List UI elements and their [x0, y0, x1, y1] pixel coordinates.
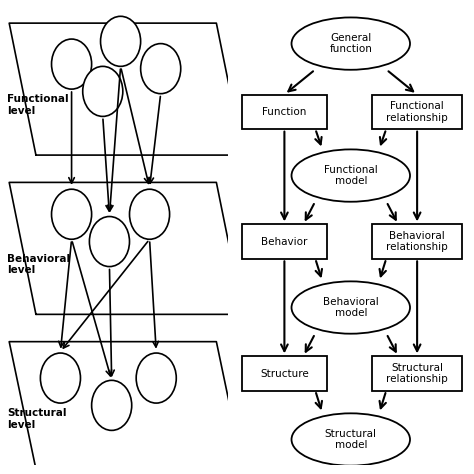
- Text: Structure: Structure: [260, 368, 309, 379]
- FancyBboxPatch shape: [242, 95, 327, 129]
- Text: Functional
level: Functional level: [7, 94, 69, 116]
- Ellipse shape: [136, 353, 176, 403]
- FancyBboxPatch shape: [242, 225, 327, 259]
- Ellipse shape: [40, 353, 81, 403]
- Ellipse shape: [90, 217, 129, 266]
- Text: General
function: General function: [329, 33, 372, 55]
- Ellipse shape: [100, 16, 141, 66]
- Ellipse shape: [292, 149, 410, 202]
- Ellipse shape: [52, 39, 91, 89]
- Text: Behavior: Behavior: [261, 237, 308, 246]
- Ellipse shape: [82, 66, 123, 117]
- FancyBboxPatch shape: [242, 356, 327, 391]
- Ellipse shape: [292, 282, 410, 334]
- FancyBboxPatch shape: [372, 95, 462, 129]
- Text: Behavioral
relationship: Behavioral relationship: [386, 231, 448, 252]
- Text: Behavioral
model: Behavioral model: [323, 297, 379, 319]
- Text: Functional
relationship: Functional relationship: [386, 101, 448, 123]
- Text: Behavioral
level: Behavioral level: [7, 254, 70, 275]
- Text: Functional
model: Functional model: [324, 165, 378, 186]
- Ellipse shape: [129, 189, 170, 239]
- Ellipse shape: [292, 18, 410, 70]
- Ellipse shape: [91, 380, 132, 430]
- FancyBboxPatch shape: [372, 356, 462, 391]
- Ellipse shape: [292, 413, 410, 465]
- Ellipse shape: [141, 44, 181, 94]
- Ellipse shape: [52, 189, 91, 239]
- Text: Function: Function: [262, 107, 307, 117]
- Text: Structural
level: Structural level: [7, 408, 66, 430]
- Text: Structural
relationship: Structural relationship: [386, 363, 448, 384]
- Text: Structural
model: Structural model: [325, 428, 377, 450]
- FancyBboxPatch shape: [372, 225, 462, 259]
